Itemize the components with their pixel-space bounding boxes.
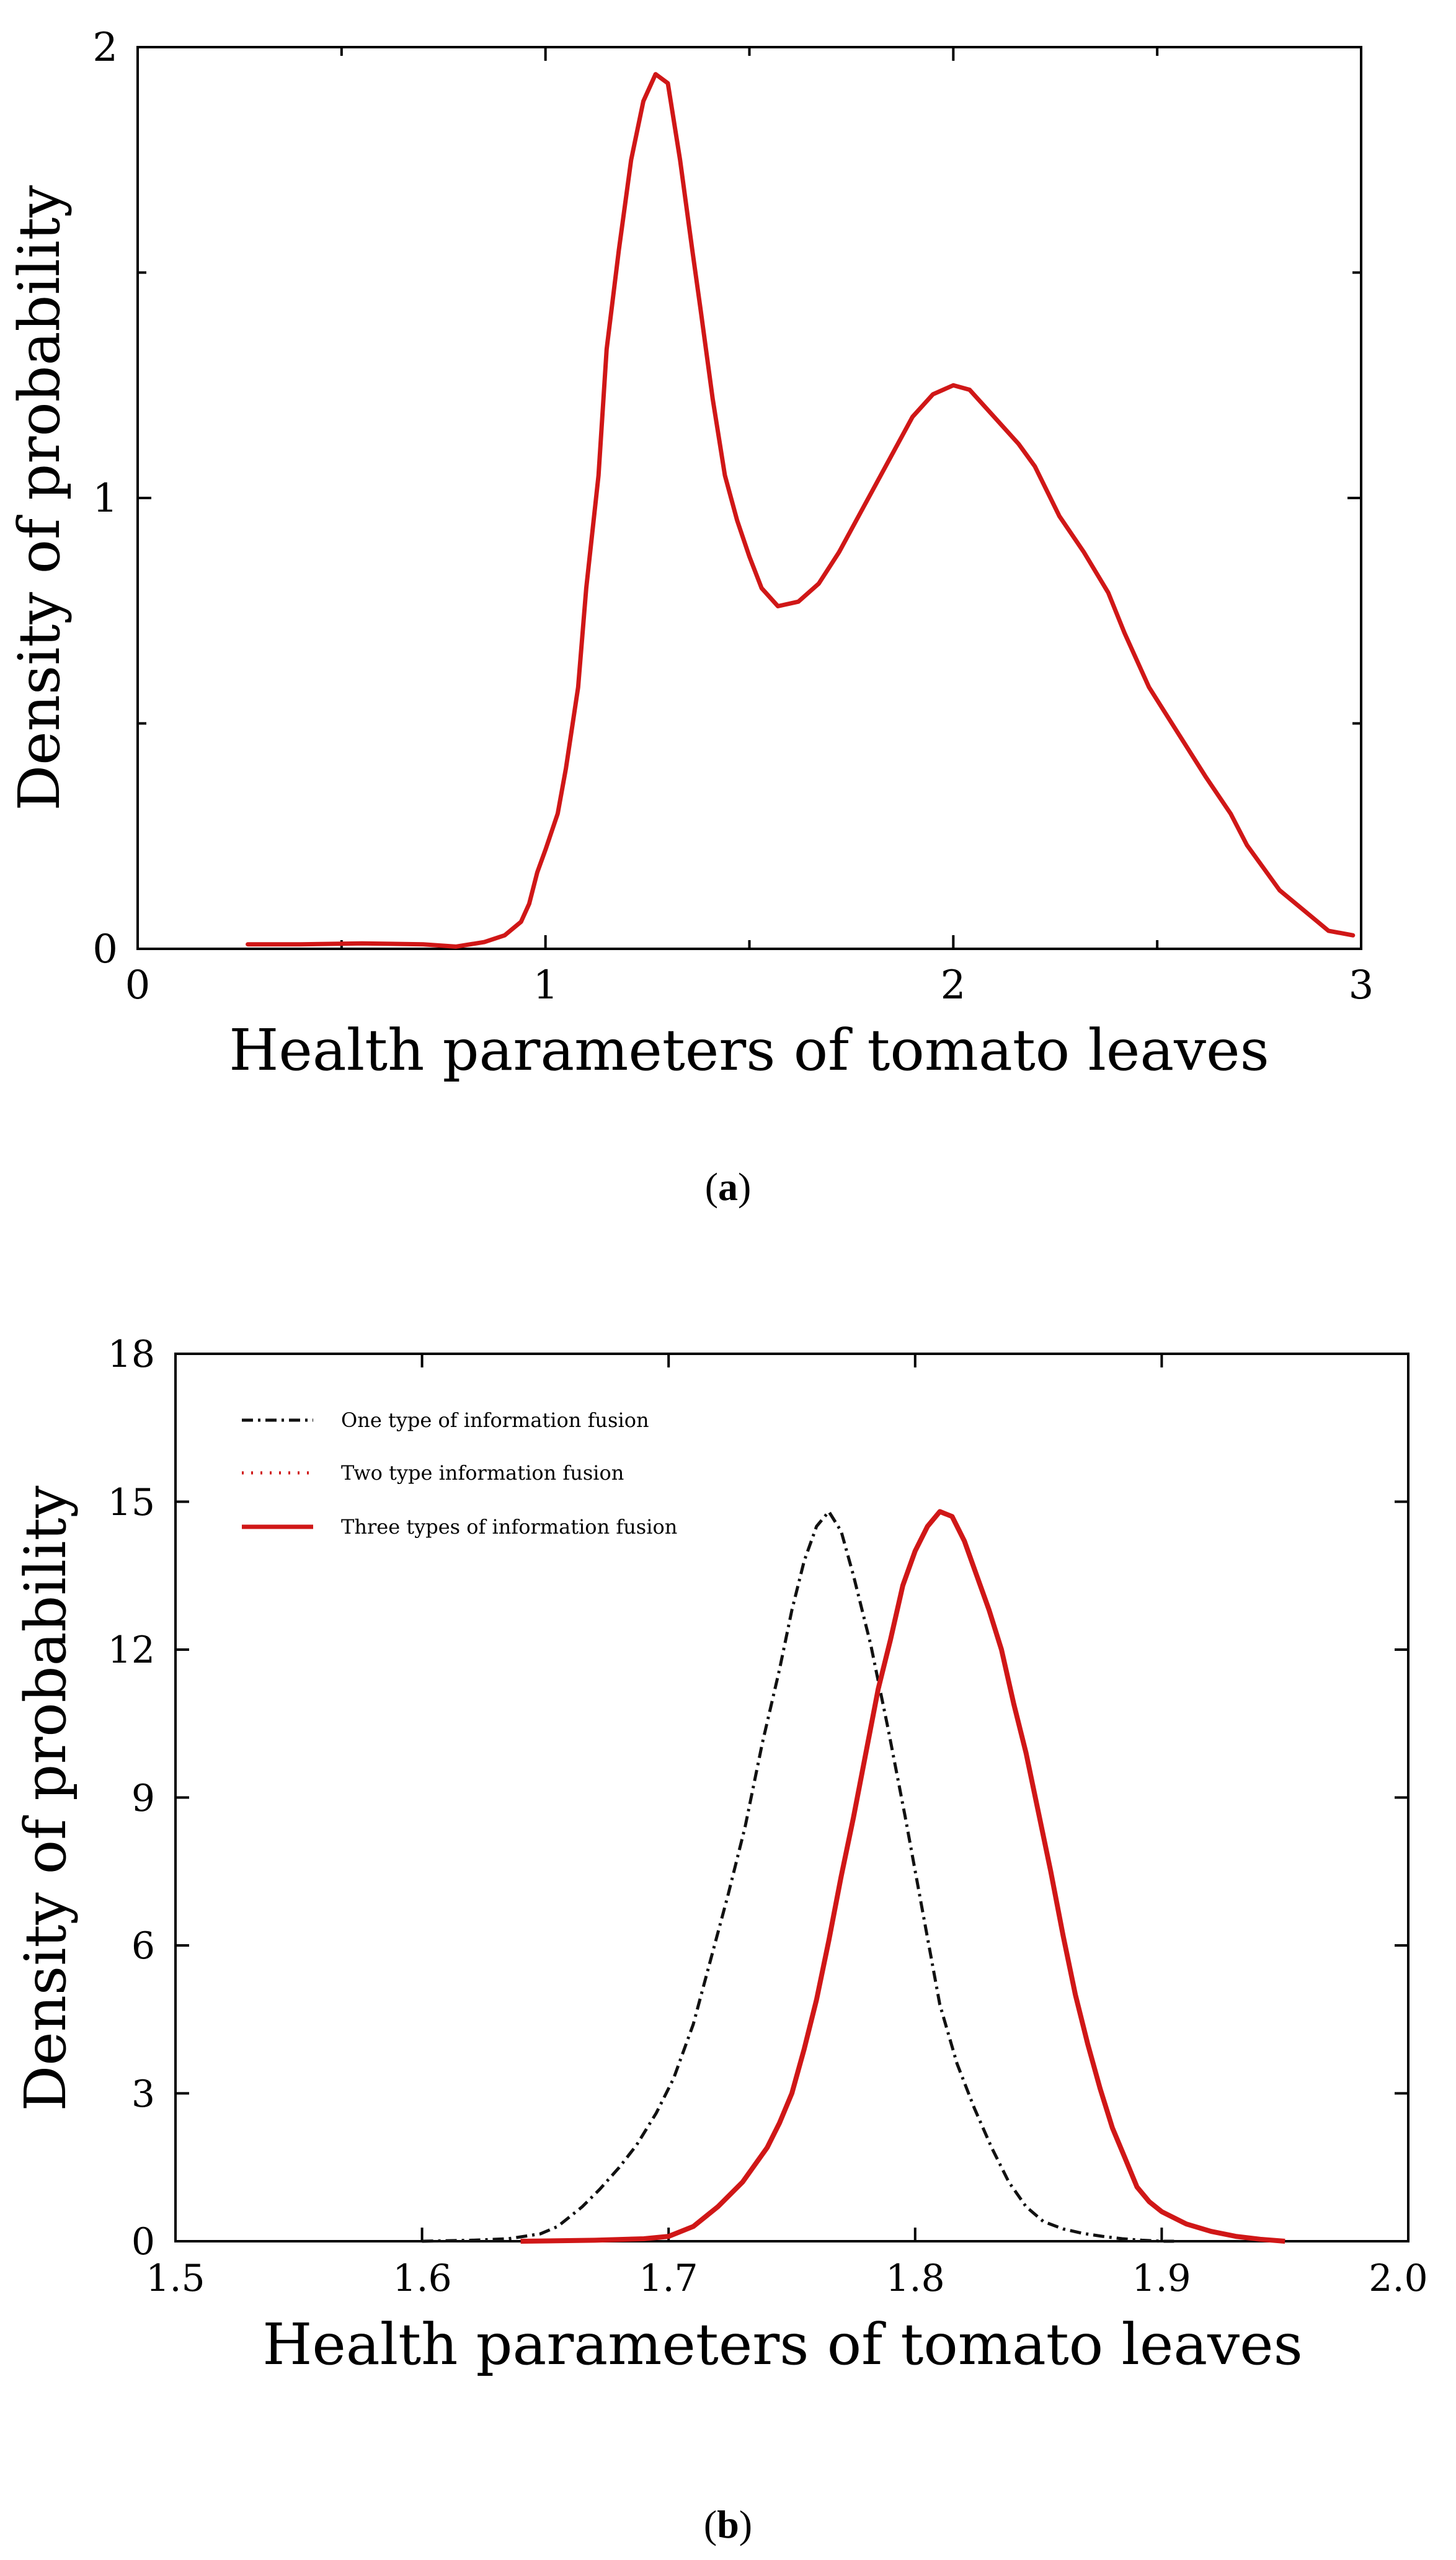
y-axis-label-a: Density of probability [6, 185, 73, 811]
x-tick-label: 2.0 [1369, 2257, 1427, 2300]
panel-b: 1.5 1.6 1.7 1.8 1.9 2.0 0 3 6 9 12 15 18… [12, 1333, 1428, 2546]
legend-label-three-types: Three types of information fusion [341, 1515, 677, 1539]
caption-b: (b) [704, 2502, 752, 2546]
y-tick-labels-b: 0 3 6 9 12 15 18 [108, 1333, 155, 2264]
y-tick-label: 0 [131, 2220, 155, 2264]
legend-b: One type of information fusion Two type … [242, 1408, 677, 1539]
panel-a: 0 1 2 3 0 1 2 Health parameters of tomat… [6, 25, 1374, 1209]
plot-frame-a [136, 46, 1362, 950]
x-tick-label: 2 [941, 962, 966, 1008]
x-axis-label-a: Health parameters of tomato leaves [229, 1017, 1269, 1083]
legend-label-one-type: One type of information fusion [341, 1408, 649, 1432]
one-type-fusion-curve [422, 1509, 1174, 2243]
x-tick-label: 1.5 [146, 2257, 205, 2300]
tick-marks-b [174, 1353, 1409, 2242]
y-tick-labels-a: 0 1 2 [92, 25, 118, 972]
y-tick-label: 6 [131, 1924, 155, 1968]
x-axis-label-b: Health parameters of tomato leaves [262, 2311, 1303, 2378]
y-tick-label: 15 [108, 1481, 155, 1524]
x-tick-labels-a: 0 1 2 3 [125, 962, 1374, 1008]
tick-marks-a [136, 46, 1362, 950]
y-tick-label: 3 [131, 2073, 155, 2116]
caption-letter-a: a [718, 1165, 738, 1209]
y-tick-label: 9 [131, 1777, 155, 1820]
x-tick-label: 1.8 [886, 2257, 944, 2300]
x-tick-label: 1.7 [639, 2257, 698, 2300]
caption-letter-b: b [717, 2502, 739, 2546]
caption-a: (a) [705, 1165, 752, 1209]
three-types-fusion-curve [520, 1509, 1285, 2244]
y-tick-label: 12 [108, 1629, 155, 1672]
y-axis-label-b: Density of probability [12, 1485, 79, 2111]
x-tick-label: 1.6 [393, 2257, 451, 2300]
y-tick-label: 1 [92, 476, 118, 522]
x-tick-label: 3 [1349, 962, 1374, 1008]
x-tick-label: 1 [533, 962, 559, 1008]
x-tick-label: 0 [125, 962, 151, 1008]
x-tick-labels-b: 1.5 1.6 1.7 1.8 1.9 2.0 [146, 2257, 1427, 2300]
plot-frame-b [174, 1353, 1409, 2242]
legend-label-two-type: Two type information fusion [341, 1461, 624, 1485]
x-tick-label: 1.9 [1132, 2257, 1191, 2300]
y-tick-label: 0 [92, 927, 118, 972]
y-tick-label: 18 [108, 1333, 155, 1376]
y-tick-label: 2 [92, 25, 118, 71]
density-curve-a [246, 72, 1356, 949]
